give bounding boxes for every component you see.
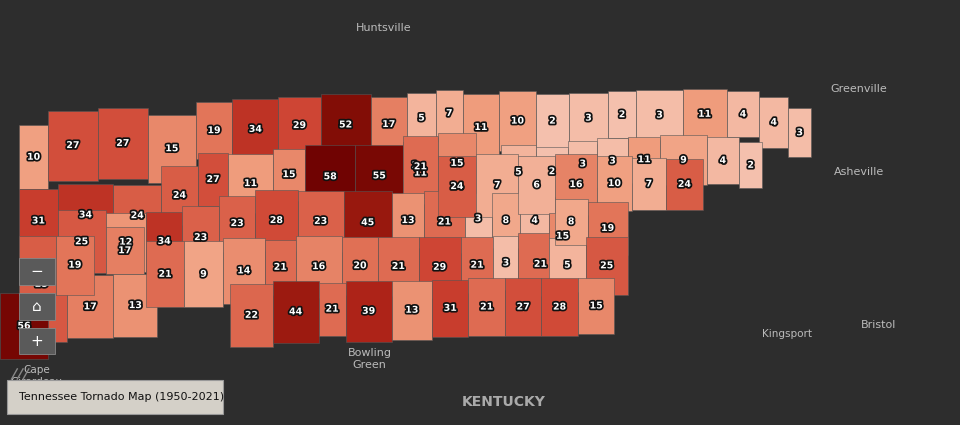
- FancyBboxPatch shape: [58, 184, 113, 246]
- FancyBboxPatch shape: [48, 110, 98, 181]
- Text: 21: 21: [414, 162, 427, 171]
- Text: KENTUCKY: KENTUCKY: [462, 395, 546, 408]
- FancyBboxPatch shape: [492, 193, 520, 248]
- FancyBboxPatch shape: [518, 156, 555, 214]
- Text: 10: 10: [511, 116, 524, 126]
- FancyBboxPatch shape: [632, 158, 666, 210]
- Text: 13: 13: [129, 301, 142, 310]
- FancyBboxPatch shape: [476, 154, 518, 217]
- FancyBboxPatch shape: [424, 191, 465, 253]
- FancyBboxPatch shape: [568, 141, 597, 187]
- FancyBboxPatch shape: [230, 284, 273, 347]
- Text: 15: 15: [556, 232, 569, 241]
- Text: 4: 4: [740, 110, 746, 119]
- FancyBboxPatch shape: [161, 166, 198, 225]
- Text: 34: 34: [79, 210, 92, 220]
- FancyBboxPatch shape: [403, 136, 438, 198]
- Text: 58: 58: [324, 172, 337, 181]
- Text: 25: 25: [600, 261, 613, 270]
- Text: 28: 28: [270, 216, 283, 225]
- FancyBboxPatch shape: [184, 241, 223, 307]
- FancyBboxPatch shape: [255, 190, 298, 251]
- FancyBboxPatch shape: [7, 380, 223, 414]
- Text: Bristol: Bristol: [861, 320, 896, 330]
- FancyBboxPatch shape: [67, 275, 113, 338]
- Text: 3: 3: [580, 159, 586, 169]
- FancyBboxPatch shape: [98, 108, 148, 178]
- Text: 11: 11: [637, 155, 651, 164]
- Text: 11: 11: [698, 110, 711, 119]
- FancyBboxPatch shape: [636, 90, 683, 140]
- Text: 17: 17: [382, 120, 396, 129]
- Text: −: −: [31, 264, 43, 279]
- Text: 20: 20: [353, 261, 367, 270]
- FancyBboxPatch shape: [501, 144, 536, 200]
- Text: 27: 27: [516, 303, 530, 312]
- FancyBboxPatch shape: [608, 91, 636, 138]
- Text: 21: 21: [534, 260, 547, 269]
- Text: 21: 21: [325, 305, 339, 314]
- Text: 45: 45: [361, 218, 374, 227]
- FancyBboxPatch shape: [739, 142, 762, 188]
- FancyBboxPatch shape: [305, 145, 355, 208]
- FancyBboxPatch shape: [196, 102, 232, 159]
- Text: Asheville: Asheville: [834, 167, 884, 177]
- Text: 31: 31: [444, 304, 457, 313]
- FancyBboxPatch shape: [355, 144, 403, 207]
- Text: 29: 29: [293, 121, 306, 130]
- Text: 19: 19: [68, 261, 82, 270]
- FancyBboxPatch shape: [407, 93, 436, 144]
- Text: 19: 19: [601, 224, 614, 233]
- FancyBboxPatch shape: [727, 91, 759, 137]
- Text: 4: 4: [771, 118, 777, 127]
- Text: 55: 55: [372, 171, 386, 181]
- FancyBboxPatch shape: [660, 135, 707, 185]
- Text: 14: 14: [237, 266, 251, 275]
- Text: 52: 52: [339, 120, 352, 130]
- FancyBboxPatch shape: [438, 156, 476, 217]
- Text: 8: 8: [502, 216, 510, 225]
- FancyBboxPatch shape: [432, 280, 468, 337]
- FancyBboxPatch shape: [549, 238, 586, 292]
- Text: 13: 13: [401, 216, 415, 225]
- Text: 3: 3: [610, 156, 615, 166]
- FancyBboxPatch shape: [588, 202, 628, 255]
- FancyBboxPatch shape: [19, 125, 48, 189]
- Text: 17: 17: [118, 246, 132, 255]
- FancyBboxPatch shape: [505, 278, 541, 336]
- FancyBboxPatch shape: [273, 280, 319, 343]
- Text: 22: 22: [245, 311, 258, 320]
- FancyBboxPatch shape: [146, 212, 182, 271]
- Text: 8: 8: [567, 217, 575, 227]
- Text: 9: 9: [681, 156, 686, 165]
- Text: 9: 9: [201, 270, 206, 279]
- Text: 25: 25: [36, 307, 50, 316]
- FancyBboxPatch shape: [182, 206, 219, 269]
- Text: 23: 23: [314, 217, 327, 226]
- Text: 6: 6: [534, 181, 540, 190]
- Text: 4: 4: [720, 156, 726, 165]
- FancyBboxPatch shape: [403, 142, 438, 204]
- Text: 27: 27: [116, 139, 130, 148]
- Text: 24: 24: [131, 211, 144, 220]
- Text: 10: 10: [608, 179, 621, 188]
- FancyBboxPatch shape: [298, 191, 344, 252]
- Text: 29: 29: [433, 263, 446, 272]
- FancyBboxPatch shape: [788, 108, 811, 157]
- FancyBboxPatch shape: [106, 212, 146, 272]
- Text: 11: 11: [474, 123, 488, 132]
- Text: 56: 56: [17, 322, 31, 331]
- Text: 7: 7: [494, 181, 500, 190]
- Text: 24: 24: [450, 182, 464, 191]
- Text: 27: 27: [66, 141, 80, 150]
- Text: 21: 21: [438, 218, 451, 227]
- FancyBboxPatch shape: [465, 193, 492, 244]
- FancyBboxPatch shape: [228, 154, 273, 213]
- Text: 15: 15: [165, 144, 179, 153]
- FancyBboxPatch shape: [759, 97, 788, 148]
- Text: 12: 12: [119, 238, 132, 247]
- Text: 24: 24: [173, 191, 186, 200]
- FancyBboxPatch shape: [19, 280, 67, 342]
- Text: Bowling
Green: Bowling Green: [348, 348, 392, 370]
